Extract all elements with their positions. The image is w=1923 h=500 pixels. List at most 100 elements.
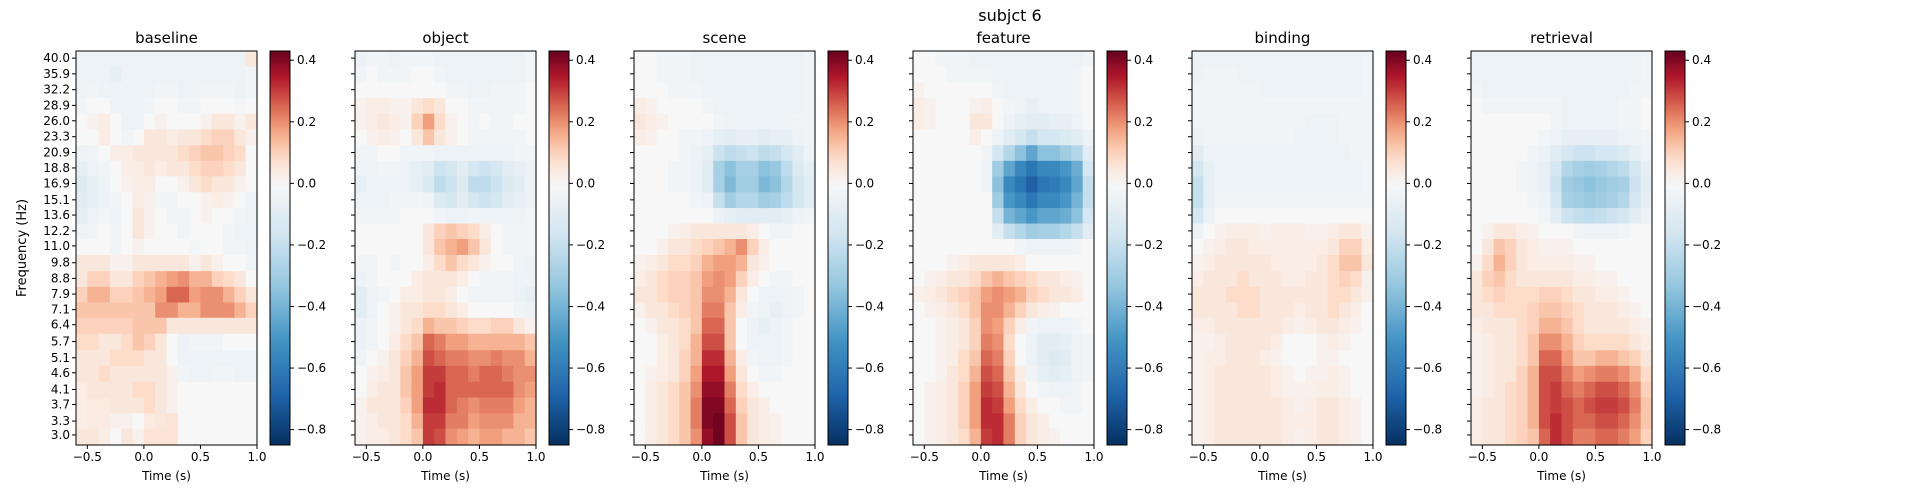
heatmap-cell: [400, 51, 413, 67]
heatmap-cell: [803, 412, 816, 429]
heatmap-cell: [1214, 381, 1227, 398]
heatmap-cell: [166, 317, 179, 334]
heatmap-cell: [1471, 113, 1483, 130]
heatmap-cell: [355, 428, 367, 446]
heatmap-cell: [1026, 207, 1039, 224]
heatmap-cell: [1192, 160, 1204, 177]
heatmap-cell: [189, 207, 202, 224]
heatmap-cell: [992, 97, 1005, 114]
heatmap-cell: [645, 428, 658, 446]
heatmap-cell: [1248, 113, 1261, 130]
heatmap-cell: [735, 191, 748, 209]
heatmap-cell: [1504, 396, 1517, 414]
heatmap-cell: [1259, 97, 1272, 114]
heatmap-cell: [679, 144, 692, 161]
heatmap-cell: [366, 191, 379, 209]
heatmap-cell: [935, 381, 948, 398]
heatmap-cell: [1606, 51, 1619, 67]
heatmap-cell: [1293, 317, 1306, 334]
heatmap-cell: [388, 301, 401, 318]
heatmap-cell: [1482, 81, 1495, 99]
heatmap-cell: [502, 207, 514, 224]
heatmap-cell: [1305, 428, 1318, 446]
heatmap-cell: [388, 144, 401, 161]
heatmap-cell: [803, 254, 816, 272]
heatmap-cell: [781, 428, 793, 446]
heatmap-cell: [1060, 191, 1072, 209]
colorbar: 0.40.20.0−0.2−0.4−0.6−0.8: [548, 50, 605, 446]
heatmap-cell: [1293, 428, 1306, 446]
y-tick-label: 3.0: [51, 428, 70, 442]
heatmap-cell: [1003, 160, 1016, 177]
heatmap-cell: [445, 51, 458, 67]
heatmap-cell: [76, 286, 88, 303]
heatmap-cell: [355, 270, 367, 287]
colorbar-tick-label: 0.4: [855, 53, 874, 67]
heatmap-cell: [781, 301, 793, 318]
heatmap-cell: [781, 128, 793, 146]
heatmap-cell: [958, 412, 971, 429]
heatmap-cell: [1584, 428, 1597, 446]
heatmap-cell: [76, 160, 88, 177]
heatmap-cell: [803, 191, 816, 209]
heatmap-cell: [1550, 191, 1563, 209]
heatmap-cell: [980, 97, 993, 114]
heatmap-cell: [758, 365, 771, 382]
heatmap-cell: [189, 270, 202, 287]
heatmap-cell: [223, 51, 235, 67]
heatmap-cell: [1339, 128, 1351, 146]
heatmap-cell: [1595, 175, 1608, 193]
heatmap-cell: [1550, 113, 1563, 130]
heatmap-cell: [434, 349, 447, 366]
heatmap-cell: [479, 97, 492, 114]
heatmap-cell: [422, 270, 435, 287]
heatmap-cell: [189, 349, 202, 366]
heatmap-cell: [513, 381, 526, 398]
heatmap-cell: [946, 207, 959, 224]
heatmap-cell: [234, 365, 247, 382]
heatmap-cell: [1037, 238, 1050, 255]
heatmap-cell: [1618, 207, 1630, 224]
heatmap-cell: [792, 428, 805, 446]
heatmap-cell: [445, 301, 458, 318]
heatmap-cell: [87, 238, 100, 255]
heatmap-cell: [1618, 238, 1630, 255]
heatmap-cell: [200, 191, 213, 209]
heatmap-cell: [1471, 317, 1483, 334]
heatmap-cell: [411, 65, 424, 83]
heatmap-cell: [958, 396, 971, 414]
heatmap-cell: [1339, 349, 1351, 366]
plot-frame: [1191, 50, 1374, 446]
panel-title: binding: [1255, 29, 1311, 47]
heatmap-cell: [713, 207, 726, 224]
heatmap-cell: [792, 113, 805, 130]
heatmap-cell: [958, 160, 971, 177]
heatmap-cell: [490, 128, 503, 146]
heatmap-cell: [769, 97, 782, 114]
heatmap-cell: [690, 175, 703, 193]
heatmap-cell: [76, 51, 88, 67]
heatmap-cell: [924, 222, 937, 239]
heatmap-cell: [935, 160, 948, 177]
heatmap-cell: [1214, 349, 1227, 366]
heatmap-cell: [177, 207, 190, 224]
heatmap-cell: [1237, 238, 1250, 255]
heatmap-cell: [98, 160, 111, 177]
heatmap-cell: [1060, 51, 1072, 67]
heatmap-cell: [1282, 254, 1295, 272]
heatmap-cell: [1192, 286, 1204, 303]
heatmap-cell: [121, 317, 134, 334]
heatmap-cell: [1225, 428, 1238, 446]
heatmap-cell: [724, 333, 737, 351]
heatmap-cell: [992, 365, 1005, 382]
heatmap-cell: [701, 301, 714, 318]
heatmap-cell: [1293, 365, 1306, 382]
heatmap-cell: [1214, 160, 1227, 177]
heatmap-cell: [234, 160, 247, 177]
heatmap-cell: [479, 113, 492, 130]
heatmap-cell: [502, 349, 514, 366]
heatmap-cell: [1595, 144, 1608, 161]
heatmap-cell: [1014, 286, 1027, 303]
heatmap-cell: [1640, 65, 1653, 83]
heatmap-cell: [1629, 97, 1642, 114]
